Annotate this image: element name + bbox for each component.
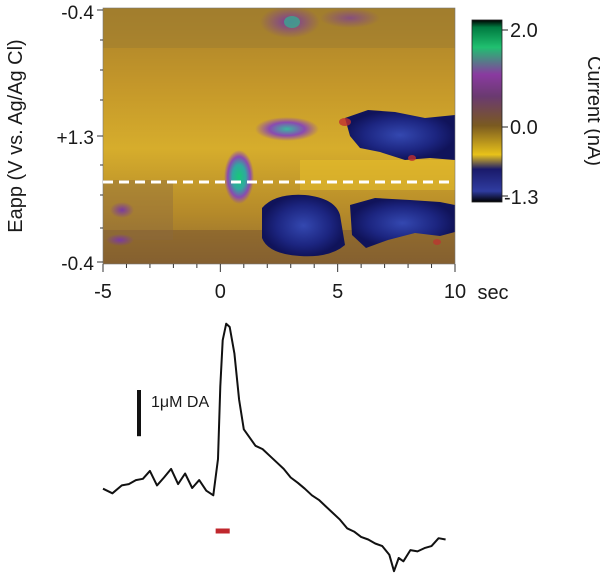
scale-bar-label: 1μM DA <box>151 394 209 411</box>
oxidation-peak <box>224 150 254 204</box>
x-tick-label: -5 <box>94 281 112 303</box>
colorbar-tick-zero: 0.0 <box>510 117 538 139</box>
x-tick-label: 10 <box>444 281 466 303</box>
heatmap-image <box>103 8 455 264</box>
colorbar-tick-min: -1.3 <box>504 187 538 209</box>
y-axis-label: Eapp (V vs. Ag/Ag Cl) <box>5 39 27 232</box>
y-tick-label-mid: +1.3 <box>56 128 94 149</box>
trace-panel: 1μM DA <box>102 322 446 573</box>
heatmap-panel: -0.4 +1.3 -0.4 Eapp (V vs. Ag/Ag Cl) -5 0… <box>5 3 509 304</box>
colorbar-tick-max: 2.0 <box>510 20 538 42</box>
reduction-band-lower-right <box>350 198 455 248</box>
heatmap-x-axis: -5 0 5 10 <box>94 264 466 303</box>
y-tick-label-top: -0.4 <box>61 3 94 24</box>
colorbar-gradient <box>471 19 503 203</box>
x-tick-label: 5 <box>332 281 343 303</box>
da-trace-line <box>102 322 446 573</box>
reduction-band-upper <box>345 110 455 160</box>
colorbar-label: Current (nA) <box>583 56 600 166</box>
x-axis-label: sec <box>477 282 508 304</box>
colorbar: 2.0 0.0 -1.3 Current (nA) <box>471 19 600 209</box>
scale-bar: 1μM DA <box>137 390 209 437</box>
y-tick-label-bottom: -0.4 <box>61 254 94 275</box>
secondary-peak <box>255 117 319 141</box>
x-tick-label: 0 <box>215 281 226 303</box>
heatmap-y-axis <box>97 9 103 263</box>
reduction-band-lower <box>262 194 345 257</box>
